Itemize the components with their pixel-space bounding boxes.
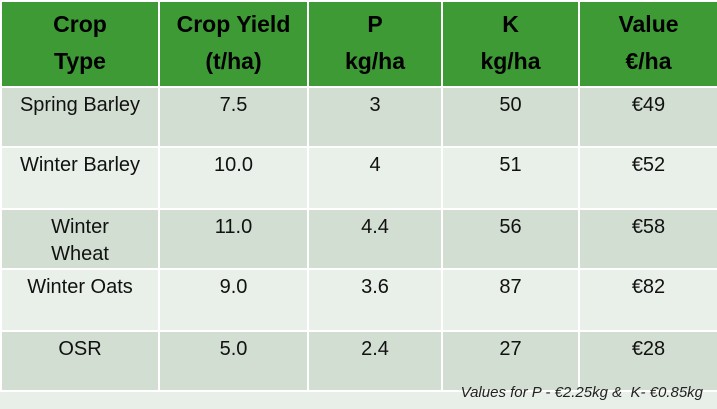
table-row: Winter Wheat 11.0 4.4 56 €58	[0, 208, 717, 270]
table-cell: 4	[307, 146, 443, 210]
table-cell: Winter Wheat	[0, 208, 160, 270]
table-cell: OSR	[0, 330, 160, 392]
table-cell: €28	[578, 330, 717, 392]
table-row: Winter Oats 9.0 3.6 87 €82	[0, 268, 717, 332]
table-cell: Winter Barley	[0, 146, 160, 210]
table-cell: €52	[578, 146, 717, 210]
table-cell: 9.0	[158, 268, 309, 332]
table-cell: €49	[578, 86, 717, 148]
table-cell: 3.6	[307, 268, 443, 332]
table-cell: 27	[441, 330, 580, 392]
table-cell: 11.0	[158, 208, 309, 270]
header-cell: Value €/ha	[578, 0, 717, 88]
table-cell: Winter Oats	[0, 268, 160, 332]
table-cell: 3	[307, 86, 443, 148]
table-cell: €58	[578, 208, 717, 270]
table-cell: Spring Barley	[0, 86, 160, 148]
table-cell: 7.5	[158, 86, 309, 148]
table-cell: 2.4	[307, 330, 443, 392]
table-row: Winter Barley 10.0 4 51 €52	[0, 146, 717, 210]
table-cell: 50	[441, 86, 580, 148]
footnote: Values for P - €2.25kg & K- €0.85kg	[460, 384, 703, 401]
crop-table: Crop Type Crop Yield (t/ha) P kg/ha K kg/ha…	[0, 0, 717, 392]
header-cell: Crop Yield (t/ha)	[158, 0, 309, 88]
table-cell: 87	[441, 268, 580, 332]
header-row: Crop Type Crop Yield (t/ha) P kg/ha K kg/ha…	[0, 0, 717, 88]
table-body: Spring Barley 7.5 3 50 €49 Winter Barley 10.0 4…	[0, 86, 717, 392]
table-cell: 51	[441, 146, 580, 210]
table-cell: 4.4	[307, 208, 443, 270]
header-cell: Crop Type	[0, 0, 160, 88]
table-row: OSR 5.0 2.4 27 €28	[0, 330, 717, 392]
header-cell: P kg/ha	[307, 0, 443, 88]
table-cell: 10.0	[158, 146, 309, 210]
table-cell: €82	[578, 268, 717, 332]
table-cell: 56	[441, 208, 580, 270]
table-cell: 5.0	[158, 330, 309, 392]
table-row: Spring Barley 7.5 3 50 €49	[0, 86, 717, 148]
header-cell: K kg/ha	[441, 0, 580, 88]
